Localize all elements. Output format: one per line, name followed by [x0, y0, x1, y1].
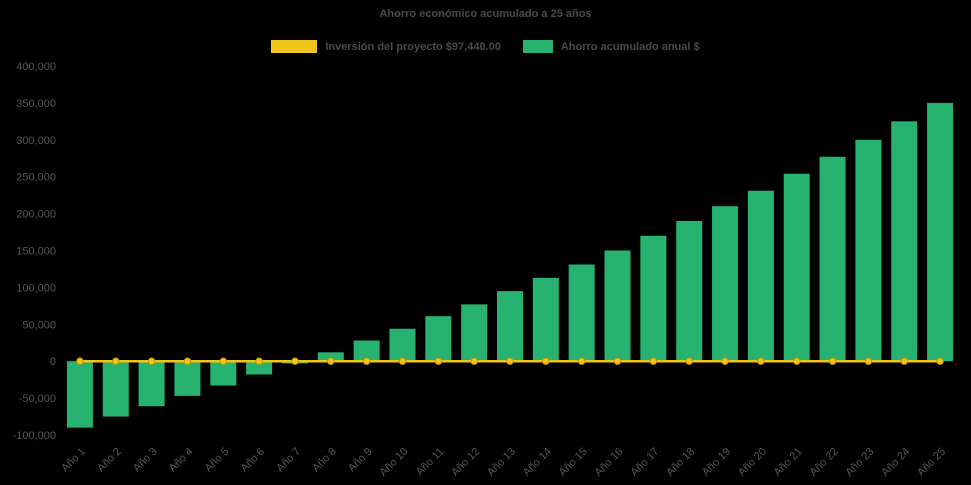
- bar-ano-2: [102, 361, 129, 417]
- x-tick-label: Año 12: [449, 446, 482, 479]
- y-tick-label: 400,000: [16, 61, 56, 73]
- x-tick-label: Año 15: [557, 446, 590, 479]
- investment-marker: [936, 357, 944, 365]
- x-tick-label: Año 11: [414, 446, 447, 479]
- x-tick-label: Año 8: [310, 446, 339, 475]
- chart-title: Ahorro económico acumulado a 25 años: [379, 8, 592, 20]
- investment-marker: [577, 357, 586, 365]
- investment-marker: [112, 357, 120, 365]
- investment-marker: [506, 357, 514, 365]
- y-tick-label: 100,000: [16, 282, 56, 294]
- x-tick-label: Año 13: [485, 446, 518, 479]
- y-tick-label: 50,000: [22, 319, 56, 331]
- investment-marker: [255, 357, 263, 365]
- bar-ano-4: [174, 361, 201, 396]
- x-tick-label: Año 21: [772, 446, 805, 479]
- investment-marker: [685, 357, 693, 365]
- y-tick-label: 150,000: [16, 246, 56, 258]
- investment-marker: [721, 357, 729, 365]
- investment-marker: [470, 357, 478, 365]
- bar-ano-25: [927, 102, 954, 362]
- investment-marker: [649, 357, 658, 365]
- y-tick-label: 200,000: [16, 209, 56, 221]
- y-tick-label: -50,000: [19, 393, 56, 405]
- y-tick-label: 250,000: [16, 172, 56, 184]
- investment-marker: [362, 357, 371, 365]
- y-tick-label: -100,000: [13, 430, 56, 442]
- investment-marker: [542, 357, 550, 365]
- investment-marker: [219, 357, 227, 365]
- bar-ano-19: [712, 206, 739, 362]
- bar-ano-21: [783, 173, 810, 362]
- legend-swatch-savings-icon: [522, 40, 553, 53]
- x-tick-label: Año 5: [203, 446, 232, 475]
- investment-marker: [76, 357, 84, 365]
- investment-marker: [757, 357, 765, 365]
- investment-marker: [147, 357, 156, 365]
- x-tick-label: Año 19: [700, 446, 733, 479]
- x-tick-label: Año 7: [274, 446, 303, 475]
- bar-ano-3: [138, 361, 165, 407]
- investment-marker: [793, 357, 801, 365]
- bar-ano-15: [568, 264, 595, 362]
- x-tick-label: Año 24: [879, 446, 912, 479]
- x-tick-label: Año 16: [592, 446, 625, 479]
- legend-label-savings: Ahorro acumulado anual $: [560, 40, 700, 53]
- bar-ano-18: [676, 220, 703, 362]
- x-tick-label: Año 1: [59, 446, 88, 475]
- bar-ano-6: [246, 361, 273, 375]
- bar-ano-10: [389, 328, 416, 362]
- investment-marker: [434, 357, 443, 365]
- legend: Inversión del proyecto $97,440.00 Ahorro…: [0, 40, 971, 53]
- bar-ano-20: [747, 190, 774, 362]
- x-tick-label: Año 2: [95, 446, 124, 475]
- x-tick-label: Año 18: [664, 446, 697, 479]
- investment-marker: [900, 357, 908, 365]
- bar-ano-22: [819, 156, 846, 362]
- x-tick-label: Año 14: [521, 446, 554, 479]
- x-tick-label: Año 10: [377, 446, 410, 479]
- investment-marker: [828, 357, 837, 365]
- bar-ano-16: [604, 250, 631, 362]
- bar-ano-12: [461, 304, 488, 362]
- x-tick-label: Año 20: [736, 446, 769, 479]
- investment-marker: [864, 357, 873, 365]
- y-tick-label: 300,000: [16, 135, 56, 147]
- investment-marker: [398, 357, 407, 365]
- bar-ano-13: [497, 291, 523, 362]
- x-tick-label: Año 23: [843, 446, 876, 479]
- x-tick-label: Año 6: [238, 446, 267, 475]
- bar-ano-14: [532, 277, 559, 362]
- legend-label-investment: Inversión del proyecto $97,440.00: [325, 40, 501, 53]
- bar-ano-24: [891, 121, 918, 362]
- y-tick-label: 350,000: [16, 98, 56, 110]
- bar-ano-8: [317, 352, 344, 362]
- x-tick-label: Año 4: [167, 446, 196, 475]
- bar-ano-23: [855, 139, 882, 362]
- investment-marker: [327, 357, 335, 365]
- bar-ano-9: [353, 340, 380, 362]
- x-tick-label: Año 17: [628, 446, 661, 479]
- bar-ano-17: [640, 235, 667, 362]
- bar-ano-5: [210, 361, 237, 386]
- x-tick-label: Año 25: [915, 446, 948, 479]
- y-tick-label: 0: [50, 356, 56, 368]
- x-tick-label: Año 22: [808, 446, 841, 479]
- legend-swatch-investment-icon: [271, 40, 318, 53]
- investment-marker: [613, 357, 622, 365]
- investment-marker: [291, 357, 299, 365]
- bar-ano-1: [66, 361, 93, 428]
- x-tick-label: Año 9: [346, 446, 375, 475]
- investment-marker: [183, 357, 192, 365]
- bar-ano-11: [425, 316, 452, 362]
- x-tick-label: Año 3: [131, 446, 160, 475]
